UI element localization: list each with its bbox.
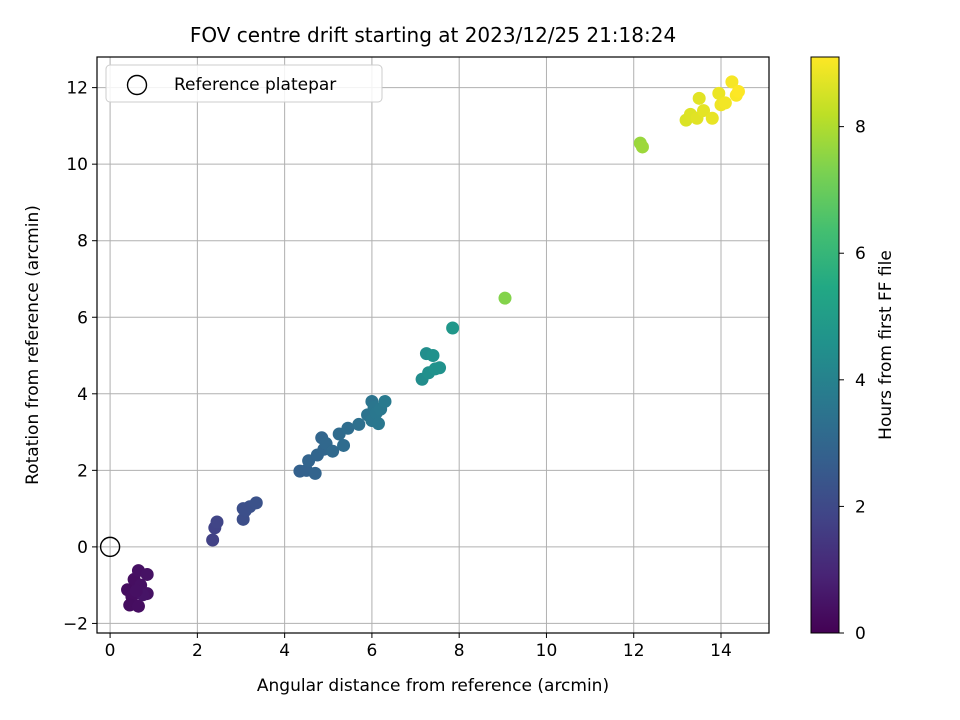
data-point — [206, 533, 220, 547]
plot-frame — [96, 56, 770, 634]
x-tick-label: 8 — [454, 641, 465, 661]
colorbar-label: Hours from first FF file — [876, 250, 896, 440]
x-axis-ticks: 0 2 4 6 8 10 12 14 — [105, 633, 732, 661]
legend-reference-marker — [126, 74, 148, 96]
data-point — [718, 96, 732, 110]
colorbar-ticks: 0 2 4 6 8 — [839, 118, 866, 644]
x-tick-label: 14 — [710, 641, 732, 661]
y-axis-label: Rotation from reference (arcmin) — [23, 205, 43, 485]
grid — [97, 57, 769, 633]
data-point — [426, 349, 440, 363]
x-axis-label: Angular distance from reference (arcmin) — [257, 676, 609, 696]
colorbar-frame — [810, 56, 840, 634]
data-point — [498, 291, 512, 305]
colorbar-tick-label: 4 — [855, 371, 866, 391]
y-tick-label: 6 — [77, 308, 88, 328]
data-point — [692, 91, 706, 105]
x-tick-label: 2 — [192, 641, 203, 661]
legend-entry-reference: Reference platepar — [174, 75, 336, 95]
legend-box — [105, 64, 383, 103]
data-point — [446, 321, 460, 335]
colorbar — [811, 57, 839, 633]
data-point — [326, 444, 340, 458]
x-tick-label: 12 — [623, 641, 645, 661]
data-point — [725, 75, 739, 89]
y-tick-label: 8 — [77, 232, 88, 252]
data-point — [249, 496, 263, 510]
data-point — [433, 361, 447, 375]
data-point — [129, 584, 143, 598]
colorbar-tick-label: 8 — [855, 118, 866, 138]
data-point — [371, 417, 385, 431]
y-tick-label: 2 — [77, 461, 88, 481]
data-point — [352, 417, 366, 431]
y-tick-label: 4 — [77, 385, 88, 405]
data-point — [341, 421, 355, 435]
y-tick-label: 0 — [77, 538, 88, 558]
data-point — [635, 140, 649, 154]
data-point — [210, 515, 224, 529]
data-point — [131, 599, 145, 613]
y-tick-label: −2 — [63, 614, 88, 634]
data-point — [705, 111, 719, 125]
data-point — [731, 84, 745, 98]
data-point — [378, 394, 392, 408]
x-tick-label: 0 — [105, 641, 116, 661]
data-point — [712, 86, 726, 100]
data-point — [337, 438, 351, 452]
colorbar-tick-label: 0 — [855, 624, 866, 644]
legend: Reference platepar — [105, 64, 383, 103]
x-tick-label: 10 — [536, 641, 558, 661]
data-point — [140, 567, 154, 581]
data-points — [99, 75, 745, 613]
colorbar-tick-label: 6 — [855, 244, 866, 264]
chart-title: FOV centre drift starting at 2023/12/25 … — [190, 23, 676, 47]
reference-platepar-marker — [99, 536, 121, 558]
data-point — [308, 466, 322, 480]
y-axis-ticks: −2 0 2 4 6 8 10 12 — [63, 79, 97, 634]
x-tick-label: 6 — [366, 641, 377, 661]
data-point — [236, 502, 250, 516]
x-tick-label: 4 — [279, 641, 290, 661]
data-point — [697, 104, 711, 118]
colorbar-tick-label: 2 — [855, 497, 866, 517]
y-tick-label: 12 — [66, 79, 88, 99]
y-tick-label: 10 — [66, 155, 88, 175]
